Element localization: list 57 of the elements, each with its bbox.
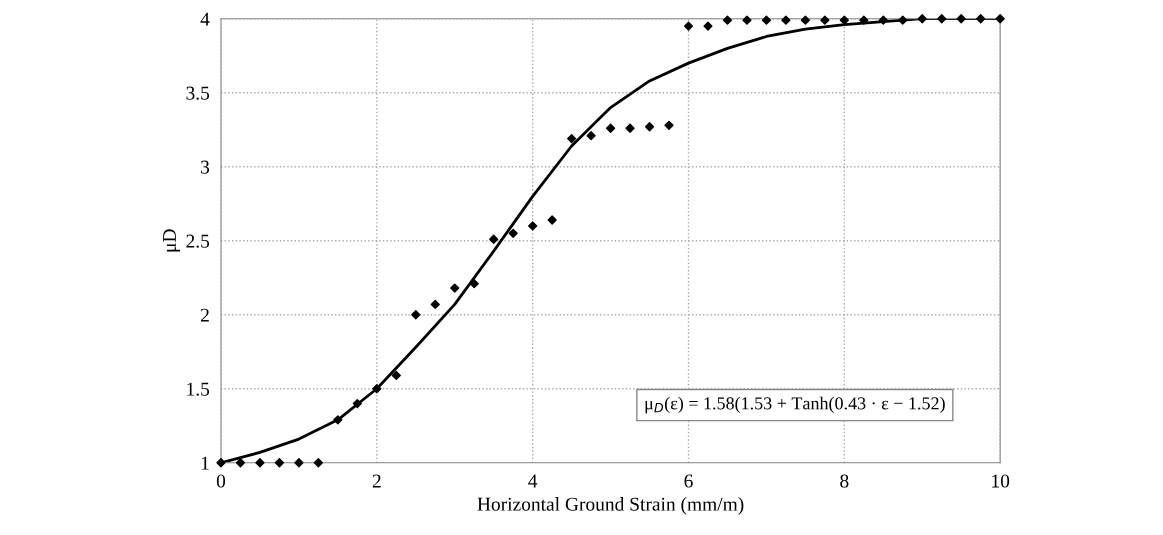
point	[528, 221, 538, 231]
point	[294, 458, 304, 468]
point	[664, 120, 674, 130]
point	[216, 458, 226, 468]
x-tick-label: 10	[992, 474, 1010, 488]
point	[566, 133, 577, 144]
point	[820, 15, 830, 25]
point	[586, 131, 596, 141]
point	[313, 458, 323, 468]
point	[450, 283, 460, 293]
y-tick-label: 3	[201, 160, 210, 174]
x-tick-label: 6	[684, 474, 693, 488]
point	[274, 458, 285, 468]
point	[605, 123, 616, 133]
y-tick-label: 2.5	[186, 234, 210, 248]
point	[235, 458, 246, 468]
point	[391, 370, 401, 381]
annotation: μ$_{D}$(ε) = 1.58(1.53 + Tanh(0.43 · ε − 1.52)	[645, 396, 945, 414]
point	[956, 14, 966, 24]
point	[372, 384, 382, 394]
point	[625, 123, 635, 133]
point	[800, 15, 811, 25]
point	[255, 458, 265, 468]
point	[430, 299, 440, 310]
point	[976, 14, 986, 24]
point	[489, 234, 499, 244]
point	[333, 415, 343, 425]
point	[352, 398, 362, 409]
point	[508, 228, 518, 238]
point	[722, 15, 733, 25]
point	[917, 14, 927, 24]
x-tick-label: 4	[528, 474, 538, 488]
y-axis-title: μD	[163, 229, 180, 252]
x-tick-label: 0	[216, 474, 226, 488]
point	[547, 215, 557, 225]
point	[742, 15, 752, 25]
x-tick-label: 8	[840, 474, 849, 488]
point	[411, 310, 421, 320]
point	[703, 21, 713, 31]
point	[761, 15, 772, 25]
point	[859, 15, 869, 25]
point	[839, 15, 849, 25]
y-tick-label: 1	[201, 456, 209, 470]
y-tick-label: 1.5	[187, 382, 210, 396]
point	[683, 21, 694, 31]
x-tick-label: 2	[372, 474, 381, 488]
x-axis-title: Horizontal Ground Strain (mm/m)	[477, 497, 744, 515]
point	[937, 14, 947, 24]
y-tick-label: 2	[200, 308, 209, 322]
y-tick-label: 3.5	[186, 86, 210, 100]
point	[781, 15, 791, 25]
point	[878, 15, 888, 25]
point	[995, 14, 1005, 24]
point	[469, 279, 479, 289]
point	[898, 15, 908, 25]
y-tick-label: 4	[200, 12, 210, 26]
point	[644, 122, 655, 132]
